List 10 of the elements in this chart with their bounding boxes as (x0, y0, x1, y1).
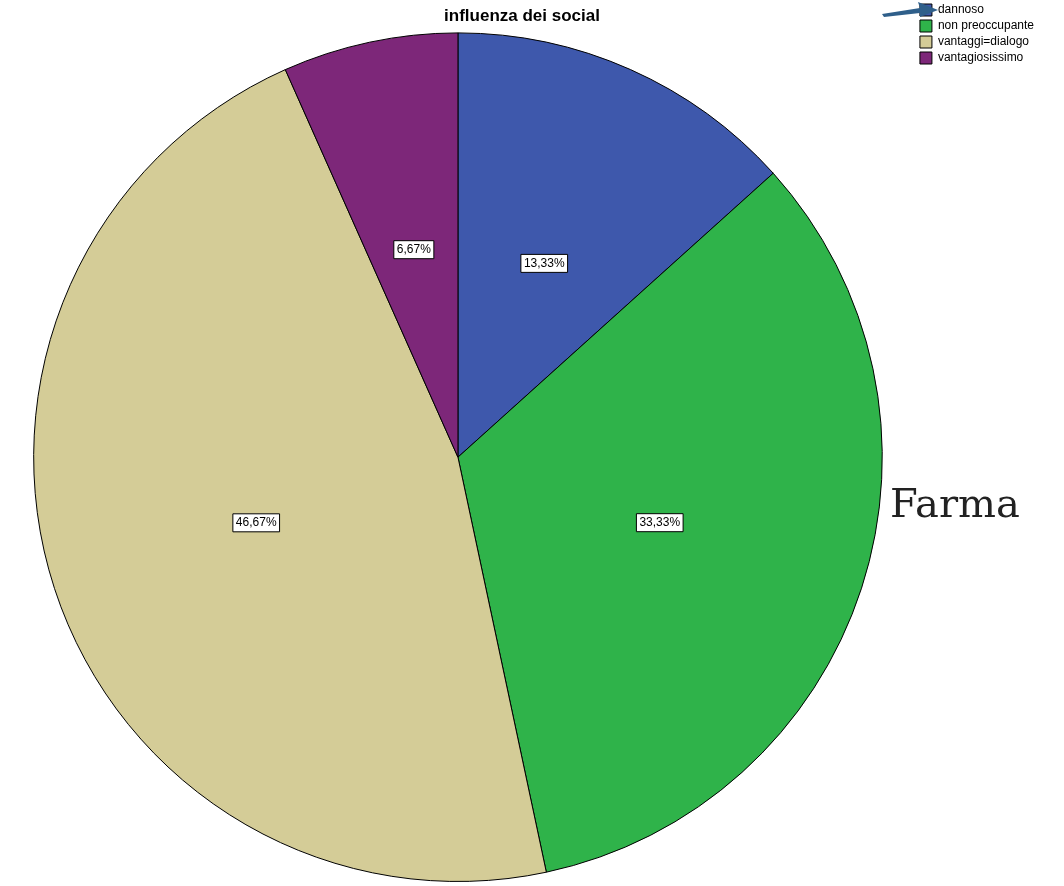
legend-label: dannoso (937, 2, 985, 17)
legend-label: vantagiosissimo (937, 50, 1024, 65)
legend-label: vantaggi=dialogo (937, 34, 1030, 49)
data-label: 33,33% (639, 515, 681, 530)
data-label: 6,67% (396, 242, 432, 256)
legend-label: non preoccupante (937, 18, 1035, 33)
chart-title: influenza dei social (444, 5, 600, 25)
text: Farma (890, 480, 1020, 526)
data-label: 46,67% (235, 515, 277, 530)
data-label: 13,33% (523, 255, 565, 270)
